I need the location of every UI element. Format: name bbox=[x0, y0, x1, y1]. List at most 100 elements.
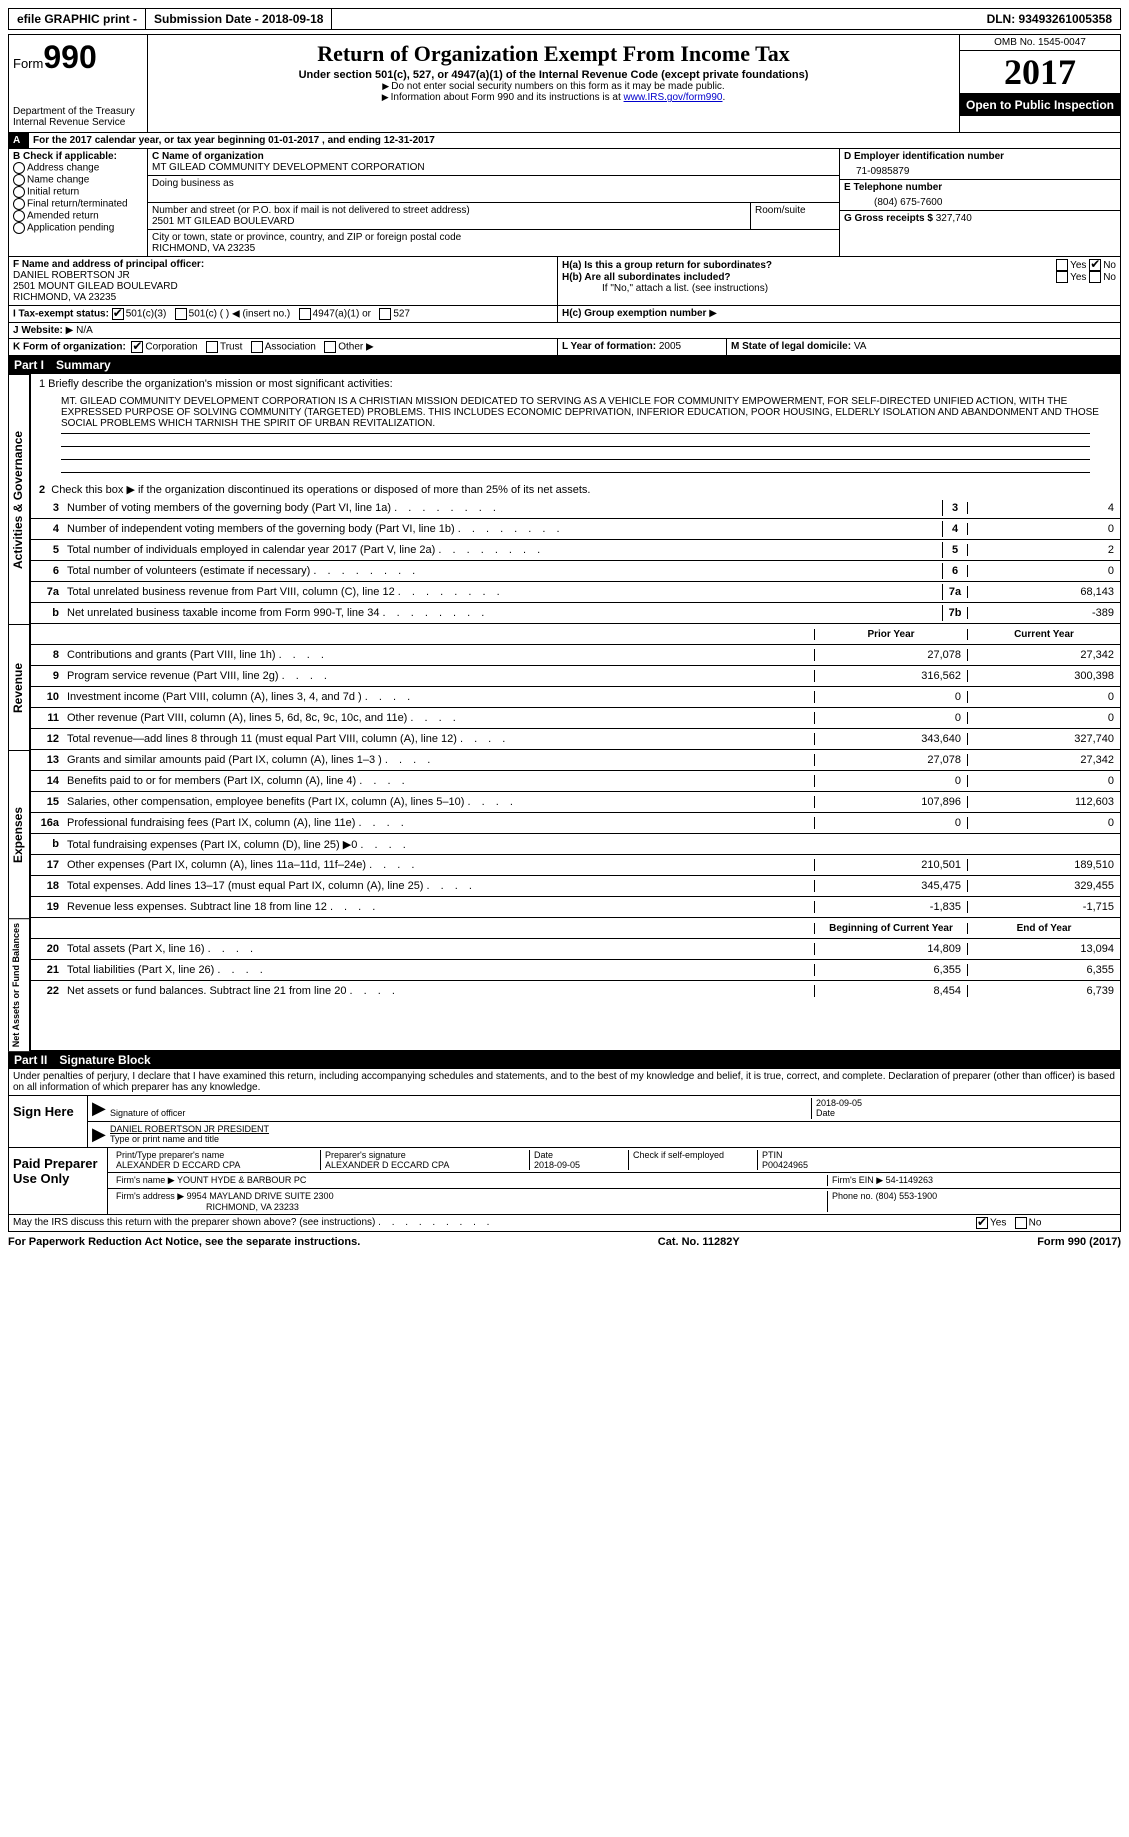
summary-line: 17Other expenses (Part IX, column (A), l… bbox=[31, 855, 1120, 876]
irs-link[interactable]: www.IRS.gov/form990 bbox=[624, 92, 723, 103]
summary-line: 11Other revenue (Part VIII, column (A), … bbox=[31, 708, 1120, 729]
header-note2: Information about Form 990 and its instr… bbox=[391, 92, 624, 103]
application-pending-checkbox[interactable] bbox=[13, 222, 25, 234]
state-domicile-label: M State of legal domicile: bbox=[731, 341, 851, 352]
officer-name: DANIEL ROBERTSON JR bbox=[13, 270, 553, 281]
phone-value: (804) 675-7600 bbox=[844, 193, 1116, 208]
discuss-yes-checkbox[interactable] bbox=[976, 1217, 988, 1229]
line2-text: Check this box ▶ if the organization dis… bbox=[51, 484, 590, 496]
summary-line: 13Grants and similar amounts paid (Part … bbox=[31, 750, 1120, 771]
ptin-value: P00424965 bbox=[762, 1160, 808, 1170]
perjury-text: Under penalties of perjury, I declare th… bbox=[8, 1069, 1121, 1096]
header-note1: Do not enter social security numbers on … bbox=[391, 81, 724, 92]
corp-checkbox[interactable] bbox=[131, 341, 143, 353]
ha-no-checkbox[interactable] bbox=[1089, 259, 1101, 271]
page-footer: For Paperwork Reduction Act Notice, see … bbox=[8, 1232, 1121, 1252]
summary-line: 5Total number of individuals employed in… bbox=[31, 540, 1120, 561]
part1-header: Part I Summary bbox=[8, 356, 1121, 374]
room-suite-label: Room/suite bbox=[751, 203, 839, 229]
ein-label: D Employer identification number bbox=[844, 151, 1116, 162]
tax-year: 2017 bbox=[960, 51, 1120, 94]
summary-line: 14Benefits paid to or for members (Part … bbox=[31, 771, 1120, 792]
line1-label: 1 Briefly describe the organization's mi… bbox=[39, 378, 393, 390]
tax-year-line: For the 2017 calendar year, or tax year … bbox=[29, 133, 1120, 148]
org-name-label: C Name of organization bbox=[152, 151, 835, 162]
form-org-label: K Form of organization: bbox=[13, 342, 126, 353]
tax-exempt-label: I Tax-exempt status: bbox=[13, 309, 109, 320]
final-return-checkbox[interactable] bbox=[13, 198, 25, 210]
col-end-year: End of Year bbox=[967, 923, 1120, 934]
preparer-name: ALEXANDER D ECCARD CPA bbox=[116, 1160, 240, 1170]
org-info-row: B Check if applicable: Address change Na… bbox=[8, 149, 1121, 257]
summary-line: 7aTotal unrelated business revenue from … bbox=[31, 582, 1120, 603]
vtab-expenses: Expenses bbox=[8, 750, 30, 918]
hb-label: H(b) Are all subordinates included? bbox=[562, 272, 1056, 283]
name-change-checkbox[interactable] bbox=[13, 174, 25, 186]
mission-text: MT. GILEAD COMMUNITY DEVELOPMENT CORPORA… bbox=[31, 394, 1120, 431]
firm-addr2: RICHMOND, VA 23233 bbox=[116, 1202, 299, 1212]
form-number: 990 bbox=[43, 39, 96, 75]
submission-date: Submission Date - 2018-09-18 bbox=[146, 9, 332, 29]
address-change-checkbox[interactable] bbox=[13, 162, 25, 174]
officer-addr2: RICHMOND, VA 23235 bbox=[13, 292, 553, 303]
summary-line: 16aProfessional fundraising fees (Part I… bbox=[31, 813, 1120, 834]
col-current-year: Current Year bbox=[967, 629, 1120, 640]
vtab-governance: Activities & Governance bbox=[8, 374, 30, 624]
officer-label: F Name and address of principal officer: bbox=[13, 259, 553, 270]
summary-line: 19Revenue less expenses. Subtract line 1… bbox=[31, 897, 1120, 917]
527-checkbox[interactable] bbox=[379, 308, 391, 320]
summary-line: 21Total liabilities (Part X, line 26) . … bbox=[31, 960, 1120, 981]
summary-line: bTotal fundraising expenses (Part IX, co… bbox=[31, 834, 1120, 855]
year-formation-label: L Year of formation: bbox=[562, 341, 656, 352]
assoc-checkbox[interactable] bbox=[251, 341, 263, 353]
section-b-title: B Check if applicable: bbox=[13, 151, 143, 162]
paid-preparer-block: Paid Preparer Use Only Print/Type prepar… bbox=[8, 1148, 1121, 1215]
firm-ein: 54-1149263 bbox=[886, 1175, 933, 1185]
hb-no-checkbox[interactable] bbox=[1089, 271, 1101, 283]
amended-return-checkbox[interactable] bbox=[13, 210, 25, 222]
ein-value: 71-0985879 bbox=[844, 162, 1116, 177]
501c-checkbox[interactable] bbox=[175, 308, 187, 320]
summary-line: 10Investment income (Part VIII, column (… bbox=[31, 687, 1120, 708]
firm-name: YOUNT HYDE & BARBOUR PC bbox=[177, 1175, 306, 1185]
summary-line: 22Net assets or fund balances. Subtract … bbox=[31, 981, 1120, 1001]
officer-sign-name: DANIEL ROBERTSON JR PRESIDENT bbox=[110, 1124, 269, 1134]
hb-yes-checkbox[interactable] bbox=[1056, 271, 1068, 283]
discuss-no-checkbox[interactable] bbox=[1015, 1217, 1027, 1229]
form-title: Return of Organization Exempt From Incom… bbox=[156, 41, 951, 67]
state-domicile-value: VA bbox=[854, 341, 867, 352]
other-checkbox[interactable] bbox=[324, 341, 336, 353]
firm-addr1: 9954 MAYLAND DRIVE SUITE 2300 bbox=[187, 1191, 334, 1201]
part2-header: Part II Signature Block bbox=[8, 1051, 1121, 1069]
summary-line: 18Total expenses. Add lines 13–17 (must … bbox=[31, 876, 1120, 897]
preparer-sig: ALEXANDER D ECCARD CPA bbox=[325, 1160, 449, 1170]
website-value: N/A bbox=[76, 325, 93, 336]
initial-return-checkbox[interactable] bbox=[13, 186, 25, 198]
sign-here-block: Sign Here ▶ Signature of officer 2018-09… bbox=[8, 1096, 1121, 1148]
summary-line: 9Program service revenue (Part VIII, lin… bbox=[31, 666, 1120, 687]
year-formation-value: 2005 bbox=[659, 341, 681, 352]
summary-line: 3Number of voting members of the governi… bbox=[31, 498, 1120, 519]
street-value: 2501 MT GILEAD BOULEVARD bbox=[152, 216, 746, 227]
discuss-text: May the IRS discuss this return with the… bbox=[13, 1217, 375, 1228]
dba-label: Doing business as bbox=[152, 178, 234, 189]
officer-addr1: 2501 MOUNT GILEAD BOULEVARD bbox=[13, 281, 553, 292]
col-prior-year: Prior Year bbox=[814, 629, 967, 640]
summary-line: 8Contributions and grants (Part VIII, li… bbox=[31, 645, 1120, 666]
omb-number: OMB No. 1545-0047 bbox=[960, 35, 1120, 51]
vtab-netassets: Net Assets or Fund Balances bbox=[8, 918, 30, 1051]
summary-line: 4Number of independent voting members of… bbox=[31, 519, 1120, 540]
hc-label: H(c) Group exemption number bbox=[562, 308, 706, 319]
summary-line: bNet unrelated business taxable income f… bbox=[31, 603, 1120, 623]
501c3-checkbox[interactable] bbox=[112, 308, 124, 320]
ha-yes-checkbox[interactable] bbox=[1056, 259, 1068, 271]
dept-label: Department of the Treasury bbox=[13, 106, 143, 117]
efile-print-button[interactable]: efile GRAPHIC print - bbox=[9, 9, 146, 29]
ha-label: H(a) Is this a group return for subordin… bbox=[562, 260, 1056, 271]
summary-line: 12Total revenue—add lines 8 through 11 (… bbox=[31, 729, 1120, 749]
firm-phone: (804) 553-1900 bbox=[876, 1191, 938, 1201]
city-value: RICHMOND, VA 23235 bbox=[152, 243, 835, 254]
trust-checkbox[interactable] bbox=[206, 341, 218, 353]
4947-checkbox[interactable] bbox=[299, 308, 311, 320]
dln-label: DLN: 93493261005358 bbox=[979, 9, 1120, 29]
